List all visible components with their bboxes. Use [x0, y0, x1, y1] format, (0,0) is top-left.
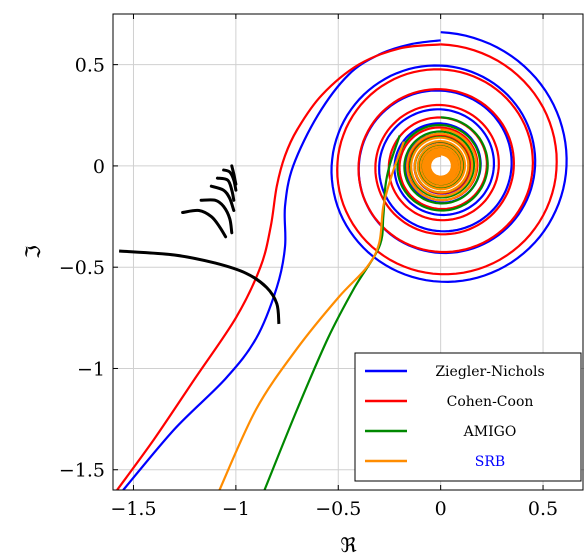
series-hook: [209, 184, 236, 212]
x-tick-label: −0.5: [315, 498, 361, 520]
legend-label: Ziegler-Nichols: [435, 364, 544, 380]
y-axis-label: ℑ: [21, 245, 45, 259]
y-tick-label: −0.5: [59, 257, 105, 279]
y-tick-label: 0.5: [75, 55, 105, 77]
axis-ticks: −1.5 −1 −0.5 0 0.5 −1.5 −1 −0.5 0 0.5: [59, 14, 558, 520]
series-srb: [218, 128, 478, 490]
series-hook: [199, 198, 234, 235]
x-tick-label: −1: [222, 498, 250, 520]
legend-label: AMIGO: [463, 424, 517, 440]
legend-label: SRB: [475, 454, 505, 470]
plot-frame: [112, 13, 584, 491]
series-spiral: [336, 43, 558, 276]
series-tail: [118, 249, 281, 325]
legend: Ziegler-Nichols Cohen-Coon AMIGO SRB: [354, 352, 582, 482]
y-tick-label: −1: [77, 358, 105, 380]
series-tail: [218, 141, 405, 490]
series-hook: [230, 164, 238, 186]
plot-curves: [116, 31, 568, 490]
series-unlabelled: [118, 164, 281, 325]
x-tick-label: 0: [435, 498, 447, 520]
y-tick-label: −1.5: [59, 460, 105, 482]
legend-box: [354, 352, 582, 482]
series-hook: [222, 168, 238, 192]
series-hook: [215, 176, 236, 202]
x-axis-label: ℜ: [340, 533, 357, 557]
series-hook: [181, 208, 228, 239]
series-tail: [116, 43, 441, 490]
series-spiral: [406, 128, 478, 202]
legend-label: Cohen-Coon: [447, 394, 534, 410]
x-tick-label: 0.5: [528, 498, 558, 520]
y-tick-label: 0: [93, 156, 105, 178]
x-tick-label: −1.5: [110, 498, 156, 520]
